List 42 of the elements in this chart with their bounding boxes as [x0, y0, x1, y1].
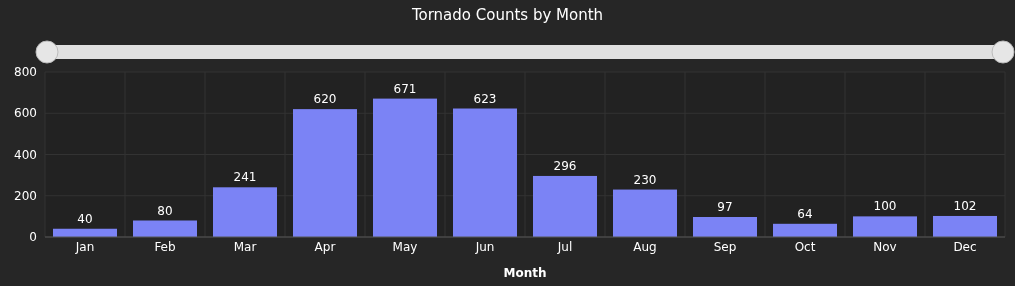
y-tick-label: 600 [14, 106, 37, 121]
x-tick-label: May [392, 240, 418, 254]
bar [693, 216, 757, 237]
bar [853, 216, 917, 237]
x-tick-label: Oct [794, 240, 816, 254]
x-tick-label: Nov [873, 240, 897, 254]
bar [213, 187, 277, 237]
chart-title: Tornado Counts by Month [410, 6, 604, 24]
bar [293, 109, 357, 237]
x-tick-label: Dec [953, 240, 977, 254]
bar [533, 175, 597, 237]
data-label: 40 [77, 211, 93, 226]
x-tick-label: Sep [713, 240, 737, 254]
data-label: 64 [797, 206, 813, 221]
x-tick-label: Jul [556, 240, 573, 254]
x-tick-label: Aug [633, 240, 657, 254]
data-label: 296 [553, 158, 577, 173]
bar [373, 98, 437, 237]
y-tick-label: 200 [14, 188, 37, 203]
x-tick-label: Feb [154, 240, 176, 254]
data-label: 97 [717, 199, 733, 214]
data-label: 623 [473, 91, 497, 106]
bar [133, 220, 197, 237]
data-label: 100 [873, 199, 897, 214]
x-tick-label: Jan [74, 240, 95, 254]
y-tick-label: 800 [14, 65, 37, 80]
x-tick-label: Jun [474, 240, 495, 254]
y-tick-label: 400 [14, 147, 37, 162]
x-tick-label: Apr [314, 240, 336, 254]
data-label: 230 [633, 172, 657, 187]
bar [453, 108, 517, 237]
y-tick-label: 0 [29, 230, 37, 245]
bar [773, 223, 837, 237]
data-label: 102 [953, 198, 977, 213]
data-label: 671 [393, 81, 417, 96]
data-label: 80 [157, 203, 173, 218]
data-label: 620 [313, 92, 337, 107]
x-tick-label: Mar [233, 240, 257, 254]
data-label: 241 [233, 170, 257, 185]
bar [933, 215, 997, 237]
x-axis-title: Month [503, 266, 547, 280]
bar [613, 189, 677, 237]
